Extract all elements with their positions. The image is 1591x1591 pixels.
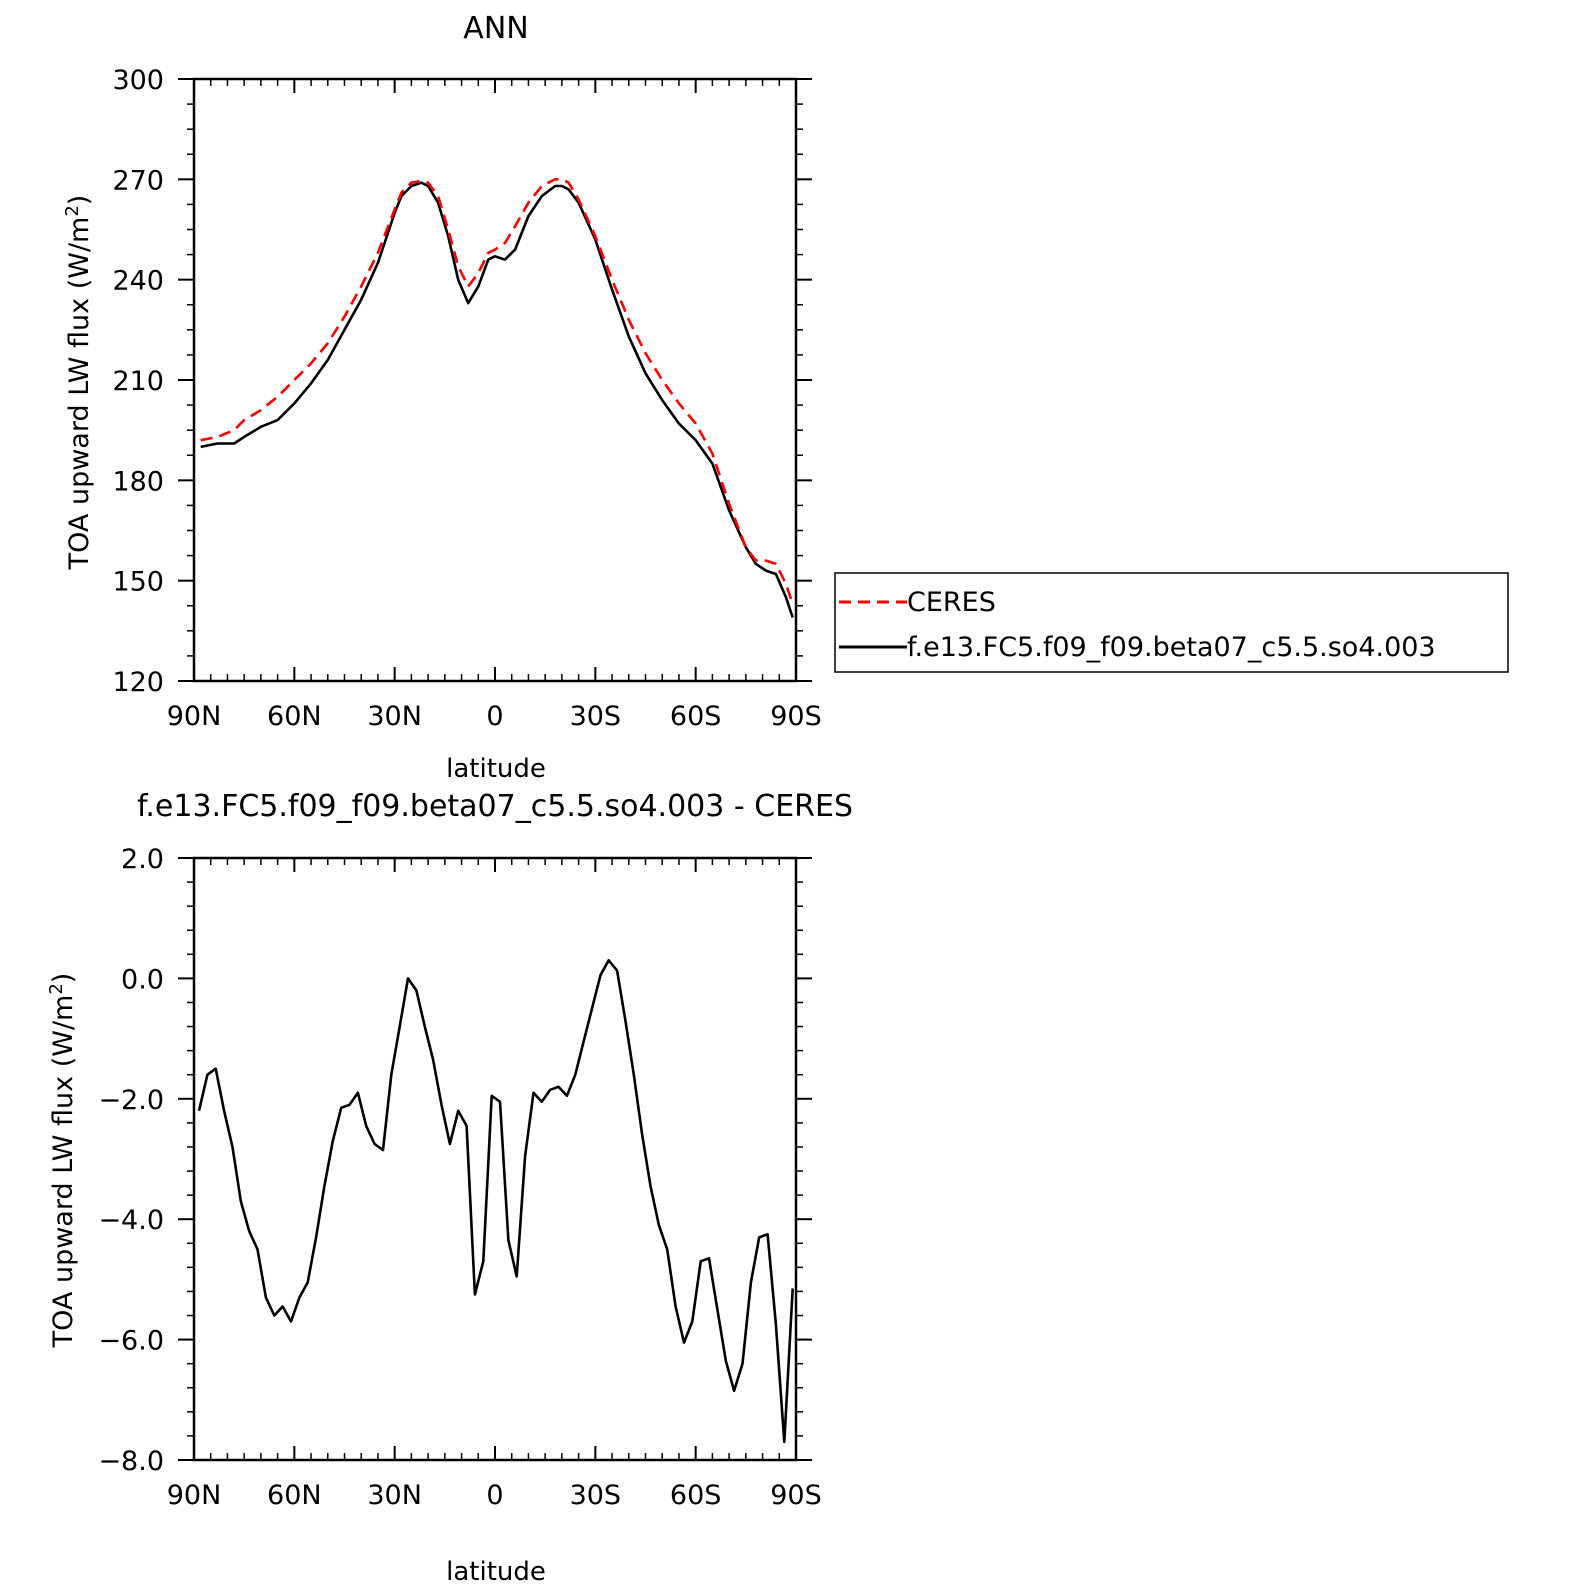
top-y-axis-label-sup: 2 [62, 205, 83, 216]
top-x-tick-label: 60N [267, 701, 322, 732]
top-y-axis-label: TOA upward LW flux (W/m2) [62, 195, 95, 571]
bottom-x-tick-label: 90N [167, 1480, 222, 1511]
legend-box [834, 572, 1509, 673]
bottom-y-axis-label-close: ) [48, 973, 79, 984]
top-y-tick-label: 210 [112, 366, 164, 397]
top-series-group [200, 178, 794, 618]
bottom-x-tick-label: 30S [570, 1480, 622, 1511]
bottom-axes: 90N 60N 30N 0 30S 60S 90S −8.0 −6.0 −4.0 −2.0 0.0 2.… [98, 844, 821, 1511]
bottom-x-tick-label: 60N [267, 1480, 322, 1511]
bottom-y-tick-label: 2.0 [121, 844, 164, 875]
bottom-x-tick-label: 90S [770, 1480, 822, 1511]
bottom-x-tick-label: 0 [486, 1480, 503, 1511]
top-panel: ANN 90N 60N 30N 0 30S 60S 90S 120 150 180 210 240 27… [62, 11, 822, 784]
legend-model-label: f.e13.FC5.f09_f09.beta07_c5.5.so4.003 [907, 632, 1436, 663]
bottom-panel: f.e13.FC5.f09_f09.beta07_c5.5.so4.003 - … [46, 789, 853, 1587]
bottom-difference-series-line [197, 958, 794, 1444]
bottom-x-tick-label: 30N [367, 1480, 422, 1511]
top-y-tick-label: 270 [112, 165, 164, 196]
top-model-series-line [200, 181, 794, 618]
top-x-tick-label: 0 [486, 701, 503, 732]
bottom-x-tick-label: 60S [670, 1480, 722, 1511]
bottom-plot-frame [192, 856, 798, 1462]
top-chart-title: ANN [463, 11, 528, 46]
top-y-tick-label: 150 [112, 567, 164, 598]
top-x-tick-label: 90S [770, 701, 822, 732]
top-x-axis-label: latitude [446, 754, 546, 784]
bottom-y-axis-label: TOA upward LW flux (W/m2) [46, 973, 79, 1349]
bottom-y-axis-label-main: TOA upward LW flux (W/m [48, 995, 79, 1349]
legend-ceres-label: CERES [907, 587, 996, 618]
bottom-y-tick-label: −4.0 [98, 1205, 164, 1236]
top-y-tick-label: 180 [112, 466, 164, 497]
top-y-tick-label: 300 [112, 65, 164, 96]
bottom-y-tick-label: −2.0 [98, 1085, 164, 1116]
bottom-y-tick-label: −8.0 [98, 1446, 164, 1477]
top-plot-frame [192, 77, 798, 683]
top-ceres-series-line [200, 178, 794, 605]
top-x-tick-label: 30N [367, 701, 422, 732]
top-y-axis-label-main: TOA upward LW flux (W/m [64, 217, 95, 571]
bottom-chart-title: f.e13.FC5.f09_f09.beta07_c5.5.so4.003 - … [137, 789, 853, 824]
legend: CERES f.e13.FC5.f09_f09.beta07_c5.5.so4.… [834, 572, 1509, 673]
top-x-tick-label: 30S [570, 701, 622, 732]
top-y-tick-label: 240 [112, 266, 164, 297]
bottom-series-group [197, 958, 794, 1444]
bottom-x-axis-label: latitude [446, 1557, 546, 1587]
top-y-tick-label: 120 [112, 667, 164, 698]
bottom-y-tick-label: 0.0 [121, 964, 164, 995]
top-x-tick-label: 60S [670, 701, 722, 732]
bottom-y-axis-label-sup: 2 [46, 983, 67, 994]
bottom-y-tick-label: −6.0 [98, 1326, 164, 1357]
top-axes: 90N 60N 30N 0 30S 60S 90S 120 150 180 210 240 270 300 [112, 65, 821, 732]
top-y-axis-label-close: ) [64, 195, 95, 206]
top-x-tick-label: 90N [167, 701, 222, 732]
